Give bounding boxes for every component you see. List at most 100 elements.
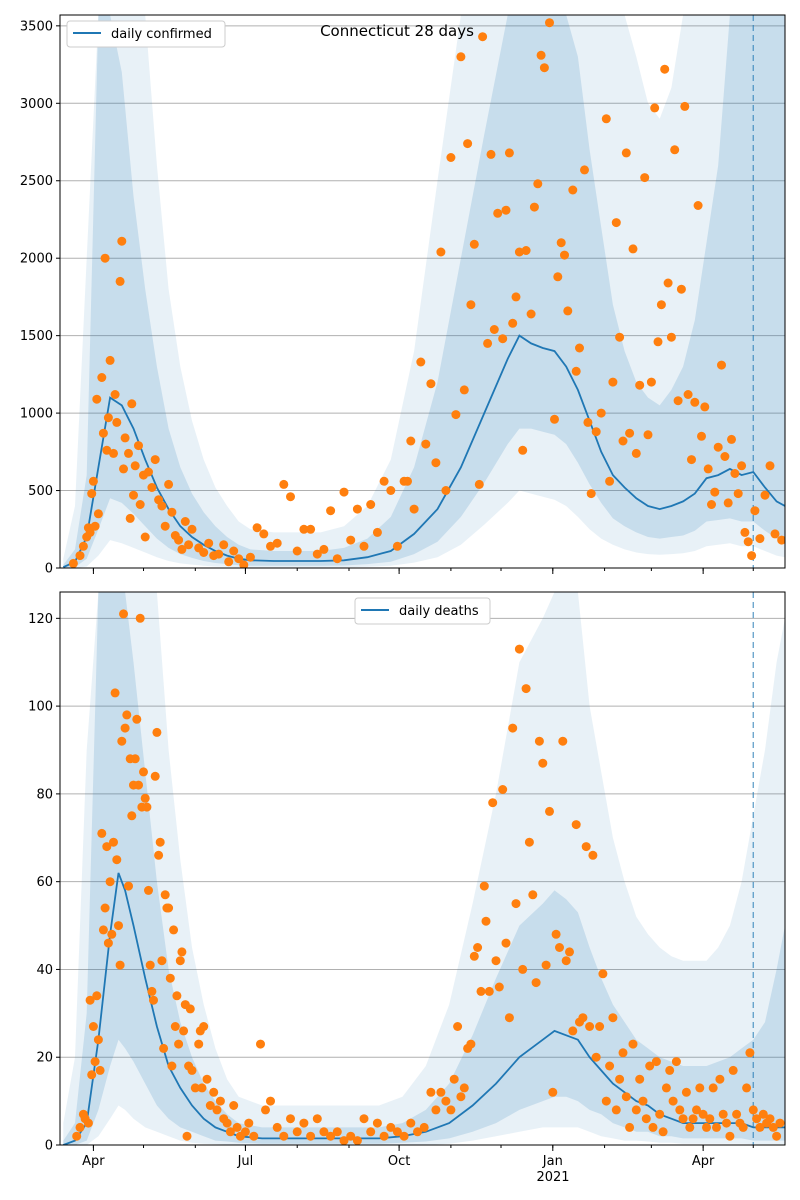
deaths-plot-area — [60, 592, 785, 1145]
deaths-y-tick-label: 0 — [45, 1139, 53, 1154]
confirmed-axes-frame — [59, 14, 786, 569]
deaths-data-point — [538, 758, 548, 768]
deaths-data-point — [641, 1114, 651, 1124]
deaths-y-tick-label: 40 — [36, 963, 53, 978]
confirmed-data-point — [441, 486, 451, 495]
deaths-data-point — [149, 995, 158, 1005]
deaths-data-point — [87, 1070, 97, 1080]
deaths-data-point — [742, 1083, 752, 1093]
confirmed-data-point — [605, 476, 615, 486]
confirmed-data-point — [586, 489, 596, 499]
confirmed-data-point — [690, 397, 700, 407]
deaths-y-tick-label: 60 — [36, 875, 53, 890]
deaths-data-point — [648, 1122, 658, 1132]
deaths-data-point — [695, 1083, 705, 1093]
deaths-data-point — [591, 1052, 601, 1062]
deaths-data-point — [172, 991, 182, 1001]
deaths-data-point — [134, 780, 143, 790]
confirmed-data-point — [379, 476, 389, 486]
deaths-data-point — [249, 1131, 259, 1141]
deaths-data-point — [708, 1083, 718, 1093]
confirmed-data-point — [727, 434, 736, 444]
confirmed-data-point — [92, 394, 102, 404]
confirmed-data-point — [409, 504, 419, 514]
deaths-data-point — [229, 1101, 239, 1110]
confirmed-legend: daily confirmed — [66, 20, 226, 48]
deaths-data-point — [426, 1087, 436, 1097]
deaths-data-point — [635, 1074, 645, 1084]
deaths-data-point — [504, 1013, 514, 1023]
deaths-data-point — [174, 1039, 184, 1049]
confirmed-y-tick-label: 3500 — [20, 19, 53, 34]
confirmed-data-point — [130, 461, 140, 471]
deaths-data-point — [103, 938, 113, 948]
deaths-data-point — [498, 785, 508, 794]
deaths-data-point — [120, 723, 130, 733]
deaths-data-point — [159, 1043, 169, 1053]
deaths-data-point — [205, 1101, 215, 1110]
deaths-data-point — [651, 1057, 661, 1067]
confirmed-data-point — [134, 441, 143, 451]
deaths-data-point — [558, 736, 568, 746]
confirmed-data-point — [110, 390, 120, 399]
confirmed-data-point — [720, 452, 730, 461]
deaths-data-point — [244, 1118, 254, 1128]
deaths-data-point — [98, 925, 108, 935]
deaths-data-point — [379, 1131, 389, 1141]
deaths-panel: daily deaths 2021 0 20 40 60 80 100 120 Apr Jul O… — [28, 591, 786, 1185]
confirmed-data-point — [177, 544, 187, 554]
confirmed-data-point — [670, 145, 680, 155]
confirmed-data-point — [150, 455, 160, 465]
deaths-data-point — [728, 1065, 738, 1075]
confirmed-data-point — [366, 500, 376, 509]
confirmed-data-point — [483, 338, 493, 348]
deaths-data-point — [628, 1039, 638, 1049]
confirmed-data-point — [575, 343, 584, 353]
deaths-data-point — [122, 710, 132, 720]
confirmed-data-point — [474, 479, 484, 489]
confirmed-data-point — [299, 524, 309, 534]
deaths-data-point — [110, 688, 120, 698]
confirmed-data-point — [332, 554, 342, 564]
deaths-data-point — [698, 1109, 708, 1119]
deaths-data-point — [179, 1026, 189, 1036]
deaths-data-point — [541, 960, 551, 970]
deaths-data-point — [135, 613, 145, 623]
confirmed-data-point — [693, 201, 703, 210]
confirmed-data-point — [451, 410, 461, 420]
confirmed-data-point — [743, 537, 753, 547]
confirmed-data-point — [187, 524, 197, 534]
deaths-data-point — [688, 1114, 698, 1124]
confirmed-data-point — [292, 546, 302, 556]
deaths-data-point — [459, 1083, 469, 1093]
confirmed-data-point — [85, 527, 95, 537]
confirmed-data-point — [673, 396, 683, 406]
confirmed-data-point — [625, 428, 635, 438]
deaths-data-point — [638, 1096, 648, 1106]
confirmed-data-point — [556, 238, 566, 248]
deaths-data-point — [352, 1136, 362, 1145]
confirmed-data-point — [750, 506, 760, 516]
deaths-data-point — [197, 1083, 207, 1093]
confirmed-data-point — [167, 507, 177, 517]
deaths-axes-frame — [59, 591, 786, 1146]
confirmed-data-point — [459, 385, 469, 395]
deaths-x-tick-label: Jan — [542, 1154, 563, 1169]
confirmed-data-point — [129, 490, 138, 500]
confirmed-data-point — [740, 527, 750, 537]
deaths-data-point — [702, 1122, 711, 1132]
confirmed-data-point — [403, 476, 412, 486]
deaths-data-point — [441, 1096, 451, 1106]
deaths-data-point — [372, 1118, 382, 1128]
confirmed-data-point — [319, 544, 329, 554]
confirmed-data-point — [596, 408, 606, 418]
deaths-data-point — [109, 837, 118, 847]
deaths-data-point — [508, 723, 518, 733]
deaths-data-point — [625, 1122, 635, 1132]
confirmed-data-point — [456, 52, 466, 62]
confirmed-data-point — [386, 486, 396, 495]
deaths-data-point — [524, 837, 534, 847]
deaths-data-point — [160, 890, 170, 900]
confirmed-data-point — [733, 489, 743, 499]
deaths-data-point — [312, 1114, 322, 1124]
